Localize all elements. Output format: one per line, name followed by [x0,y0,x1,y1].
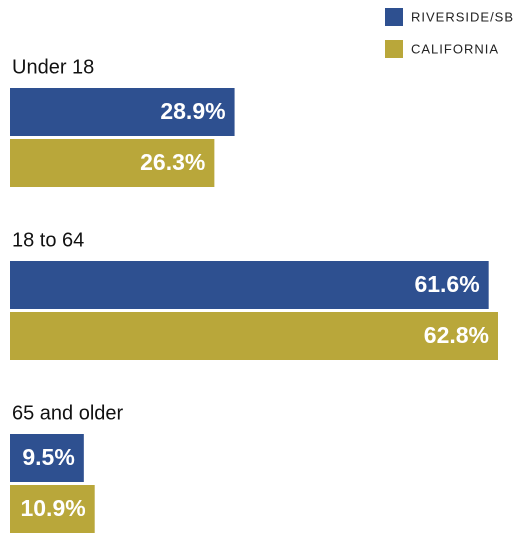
category-label: 18 to 64 [12,229,84,251]
legend-label: RIVERSIDE/SB [411,9,514,24]
bar [10,139,215,187]
bar [10,485,95,533]
value-label: 10.9% [20,495,85,521]
bar [10,312,498,360]
legend-swatch [385,8,403,26]
bar [10,88,235,136]
bar [10,434,84,482]
value-label: 26.3% [140,149,205,175]
category-label: Under 18 [12,56,94,78]
category-label: 65 and older [12,402,124,424]
value-label: 28.9% [160,98,225,124]
legend-swatch [385,40,403,58]
value-label: 9.5% [22,444,74,470]
value-label: 62.8% [424,322,489,348]
legend-label: CALIFORNIA [411,41,499,56]
bar [10,261,489,309]
value-label: 61.6% [414,271,479,297]
